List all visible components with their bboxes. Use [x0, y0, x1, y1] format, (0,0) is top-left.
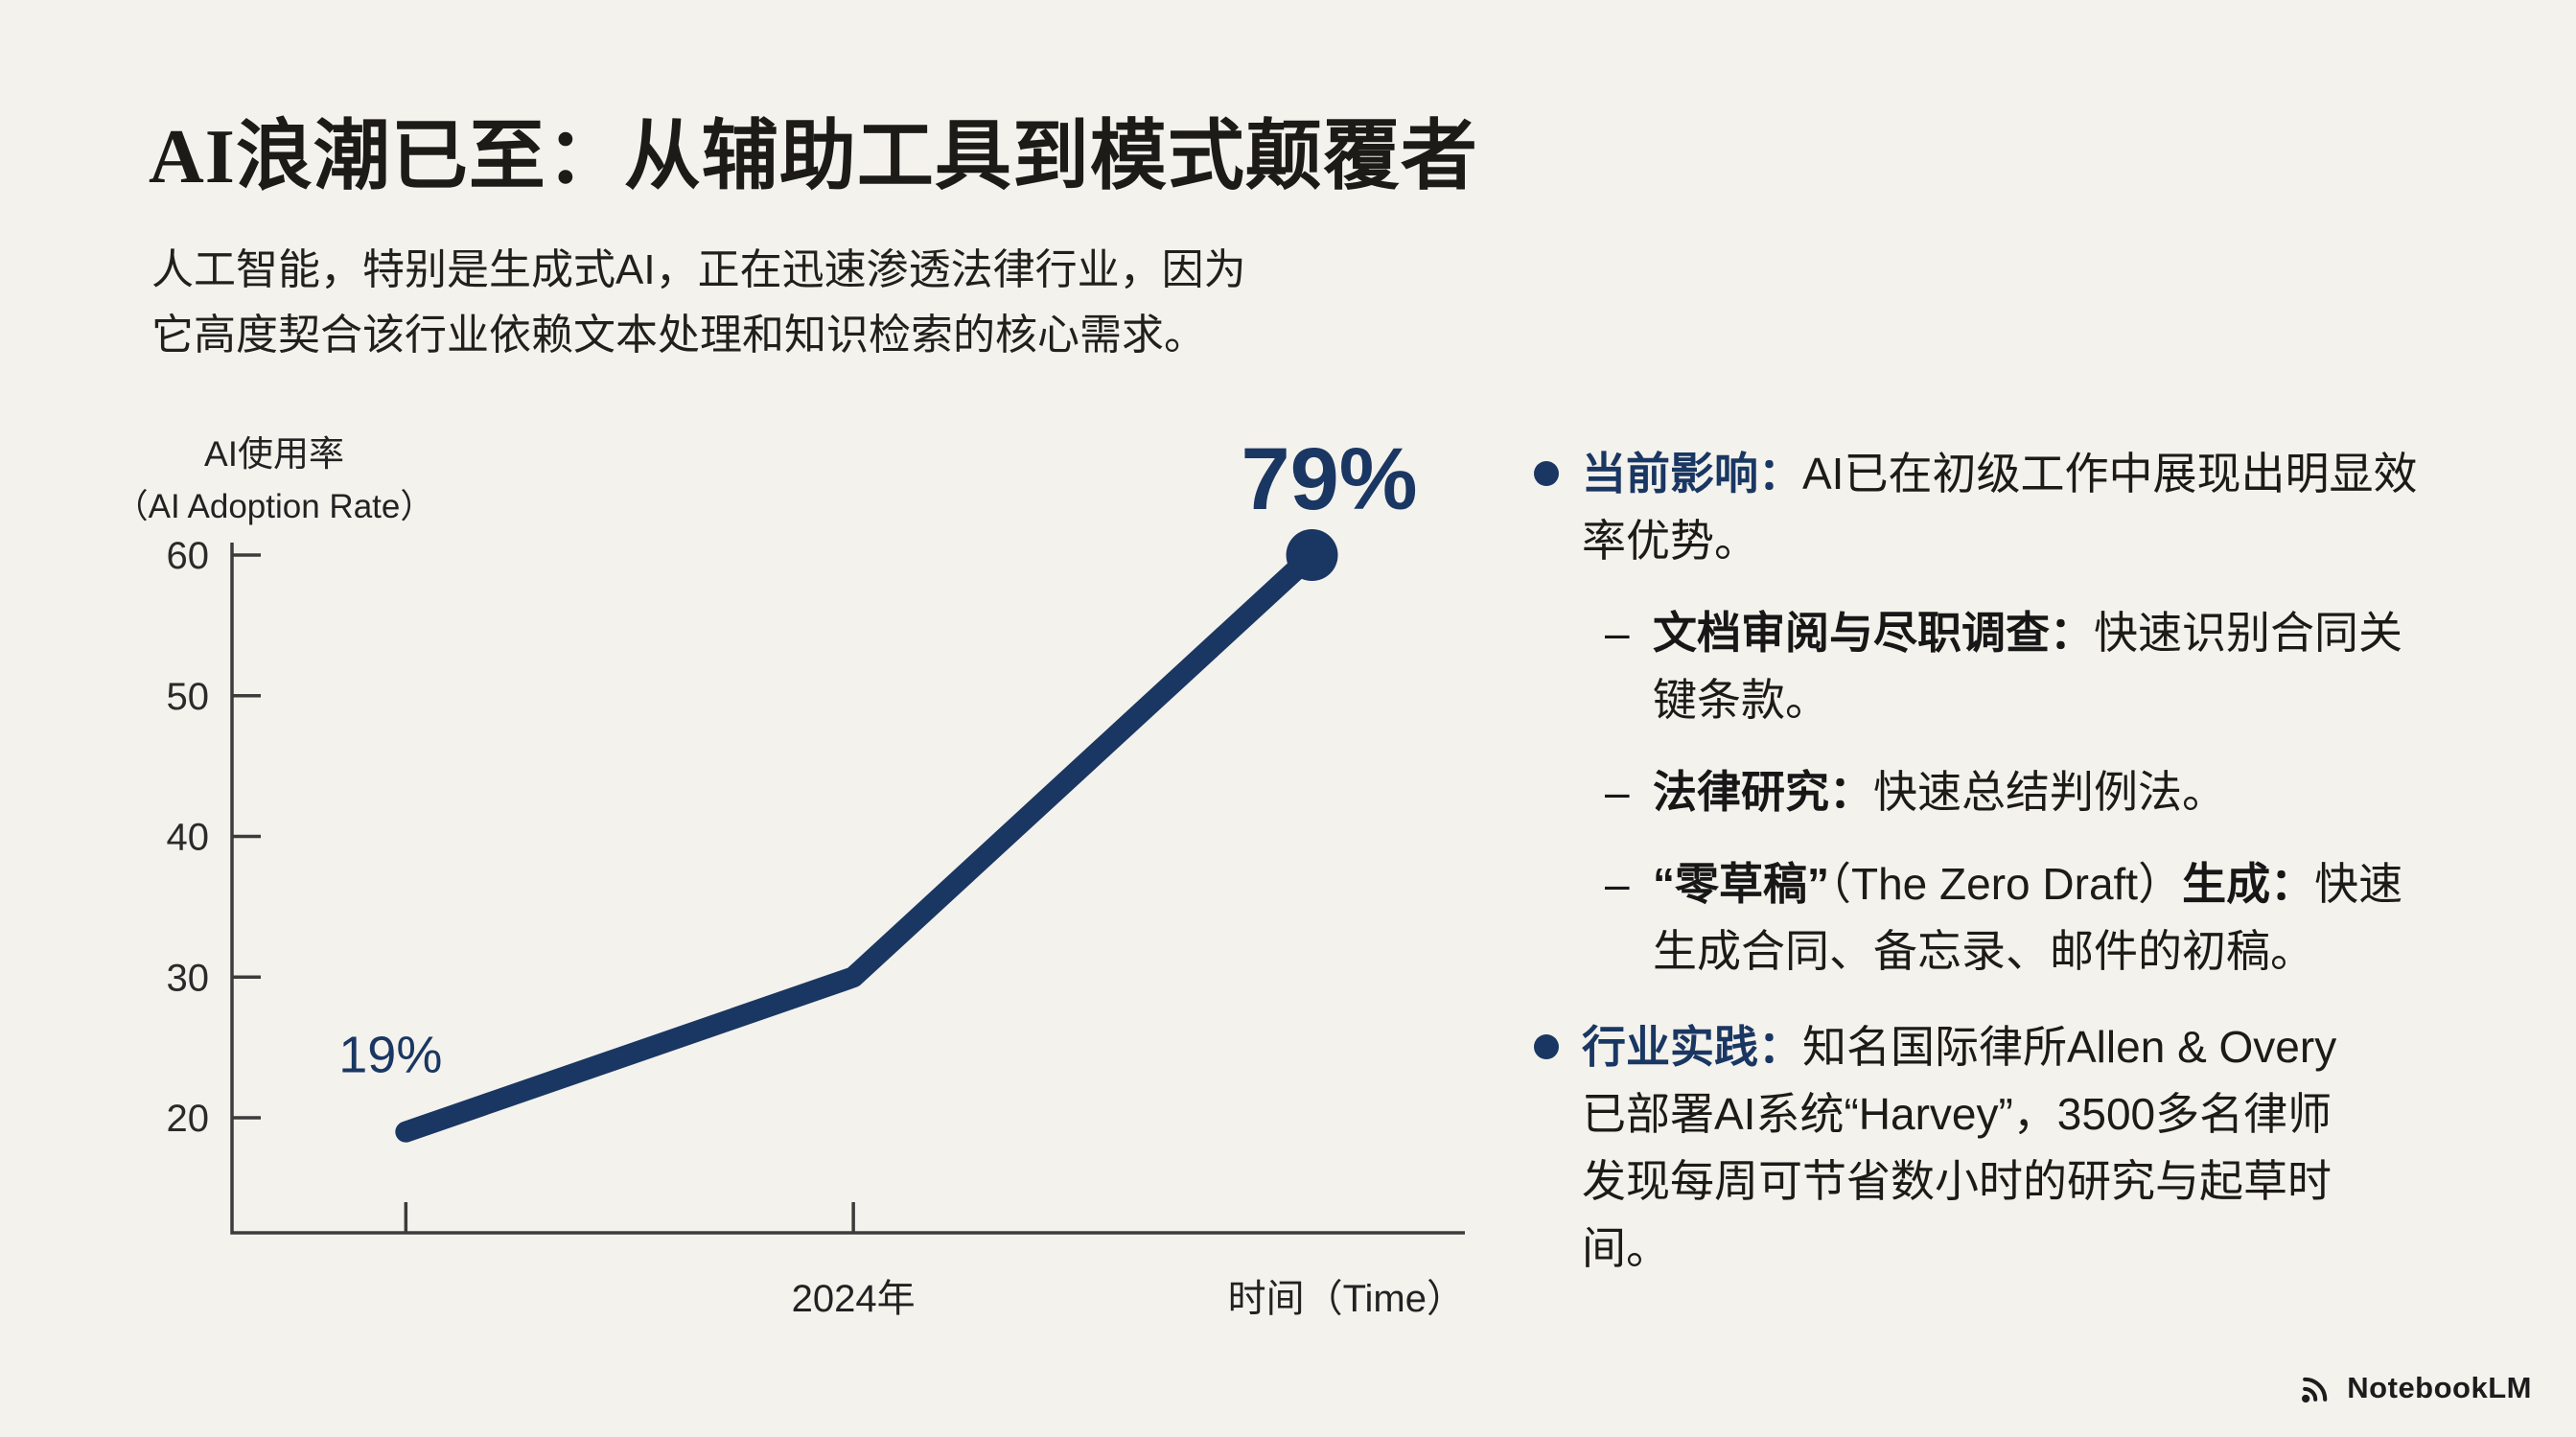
- y-tick-label: 30: [167, 957, 210, 999]
- bullet-current-impact: 当前影响：AI已在初级工作中展现出明显效率优势。 – 文档审阅与尽职调查：快速识…: [1534, 440, 2483, 985]
- notebooklm-logo: NotebookLM: [2297, 1368, 2532, 1408]
- sub-bullet-body: 快速总结判例法。: [1873, 767, 2226, 817]
- bullet-lead: 行业实践：: [1582, 1022, 1802, 1072]
- subtitle: 人工智能，特别是生成式AI，正在迅速渗透法律行业，因为它高度契合该行业依赖文本处…: [151, 246, 1246, 359]
- sub-bullet-segment: （The Zero Draft）: [1829, 859, 2183, 909]
- y-axis-title-cn: AI使用率: [204, 434, 344, 474]
- x-axis-title: 时间（Time）: [1228, 1278, 1465, 1320]
- bullet-dot-icon: [1534, 1034, 1559, 1059]
- bullet-body: AI已在初级工作中展现出明显效率优势。: [1582, 449, 2418, 566]
- adoption-chart-svg: 20 30 40 50 60 19% 79% 2024年 时间（Time） AI使用率 （AI Ad…: [115, 430, 1465, 1320]
- notebooklm-logo-text: NotebookLM: [2347, 1371, 2532, 1404]
- adoption-line: [395, 545, 1323, 1143]
- adoption-chart: 20 30 40 50 60 19% 79% 2024年 时间（Time） AI使用率 （AI Ad…: [115, 422, 1505, 1361]
- sub-bullet-segment: 快速生成合同、备忘录、邮件的初稿。: [1653, 859, 2403, 976]
- end-point-dot: [1286, 529, 1338, 581]
- sub-bullet-segment: “零草稿”: [1653, 859, 1829, 909]
- sub-bullet-segment: 生成：: [2182, 859, 2315, 909]
- sub-bullet-zero-draft: – “零草稿”（The Zero Draft）生成：快速生成合同、备忘录、邮件的…: [1605, 850, 2435, 985]
- y-tick-label: 20: [167, 1098, 210, 1140]
- bullet-lead: 当前影响：: [1582, 449, 1802, 498]
- sub-bullet-body: 快速识别合同关键条款。: [1653, 608, 2402, 725]
- dash-icon: –: [1605, 608, 1630, 658]
- page-title: AI浪潮已至：从辅助工具到模式颠覆者: [149, 115, 1478, 199]
- sub-bullet-legal-research: – 法律研究：快速总结判例法。: [1605, 758, 2435, 825]
- point-label-start: 19%: [338, 1027, 442, 1084]
- dash-icon: –: [1605, 767, 1630, 817]
- sub-bullet-doc-review: – 文档审阅与尽职调查：快速识别合同关键条款。: [1605, 599, 2435, 733]
- point-label-end: 79%: [1241, 430, 1417, 528]
- bullet-industry-practice-text: 行业实践：知名国际律所Allen & Overy已部署AI系统“Harvey”，…: [1582, 1013, 2349, 1282]
- bullet-dot-icon: [1534, 461, 1559, 486]
- bullet-list: 当前影响：AI已在初级工作中展现出明显效率优势。 – 文档审阅与尽职调查：快速识…: [1534, 440, 2483, 1282]
- sub-bullet-text: “零草稿”（The Zero Draft）生成：快速生成合同、备忘录、邮件的初稿…: [1653, 850, 2420, 985]
- y-axis-title-en: （AI Adoption Rate）: [115, 488, 434, 525]
- bullet-industry-practice: 行业实践：知名国际律所Allen & Overy已部署AI系统“Harvey”，…: [1534, 1013, 2483, 1282]
- sub-bullet-lead: 法律研究：: [1653, 767, 1873, 817]
- axis-line: [230, 543, 1465, 1235]
- bullet-body: 知名国际律所Allen & Overy已部署AI系统“Harvey”，3500多…: [1582, 1022, 2337, 1273]
- sub-bullet-lead: 文档审阅与尽职调查：: [1653, 608, 2094, 658]
- x-tick-label-2024: 2024年: [792, 1278, 916, 1320]
- bullet-current-impact-text: 当前影响：AI已在初级工作中展现出明显效率优势。 – 文档审阅与尽职调查：快速识…: [1582, 440, 2435, 985]
- dash-icon: –: [1605, 859, 1630, 909]
- sub-bullet-text: 法律研究：快速总结判例法。: [1653, 758, 2420, 825]
- notebooklm-logo-icon: [2302, 1377, 2328, 1403]
- y-tick-label: 50: [167, 676, 210, 718]
- y-tick-label: 40: [167, 817, 210, 859]
- y-tick-label: 60: [167, 535, 210, 577]
- sub-bullet-text: 文档审阅与尽职调查：快速识别合同关键条款。: [1653, 599, 2420, 733]
